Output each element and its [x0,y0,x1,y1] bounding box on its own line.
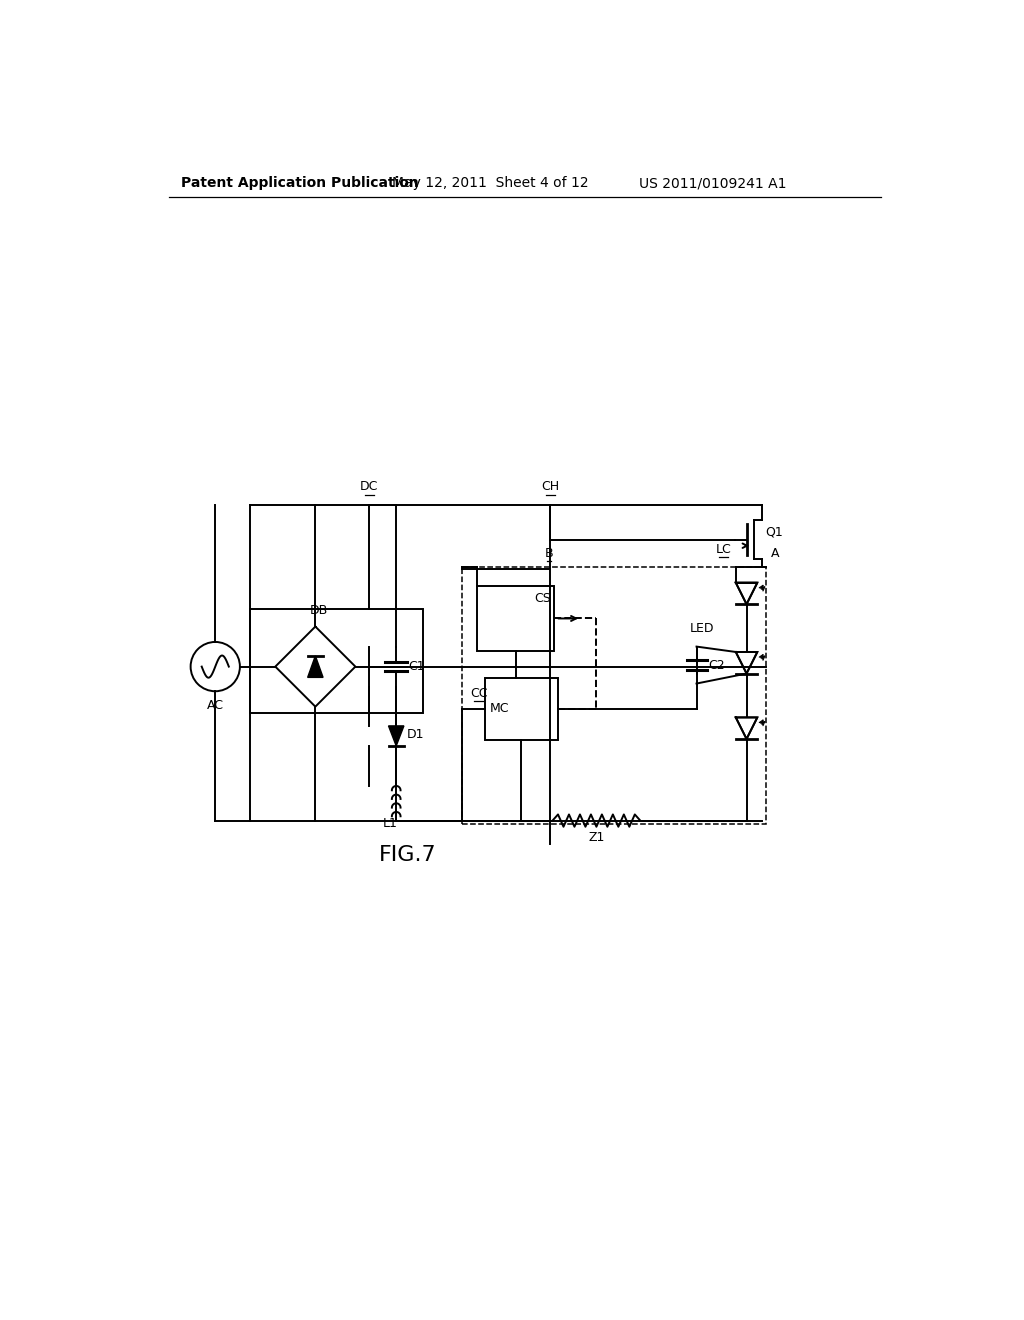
Text: C1: C1 [409,660,425,673]
Text: LED: LED [689,622,714,635]
Polygon shape [307,656,323,677]
Bar [250,609,423,713]
Text: CS: CS [535,591,551,605]
Text: CH: CH [541,480,559,494]
Text: MC: MC [489,702,509,715]
Text: May 12, 2011  Sheet 4 of 12: May 12, 2011 Sheet 4 of 12 [392,176,589,190]
Bar [484,678,558,739]
Text: Z1: Z1 [588,832,604,845]
Polygon shape [388,726,403,746]
Text: L1: L1 [383,817,397,830]
Bar [477,586,554,651]
Bar [462,566,766,825]
Text: C2: C2 [708,659,725,672]
Text: CC: CC [470,686,487,700]
Text: FIG.7: FIG.7 [379,845,436,865]
Text: LC: LC [716,543,731,556]
Text: Q1: Q1 [765,525,782,539]
Text: US 2011/0109241 A1: US 2011/0109241 A1 [639,176,786,190]
Text: AC: AC [207,700,224,711]
Text: Patent Application Publication: Patent Application Publication [180,176,419,190]
Text: A: A [770,548,779,561]
Text: D1: D1 [407,727,425,741]
Text: DB: DB [309,605,328,618]
Text: B: B [545,546,553,560]
Text: DC: DC [360,480,379,494]
